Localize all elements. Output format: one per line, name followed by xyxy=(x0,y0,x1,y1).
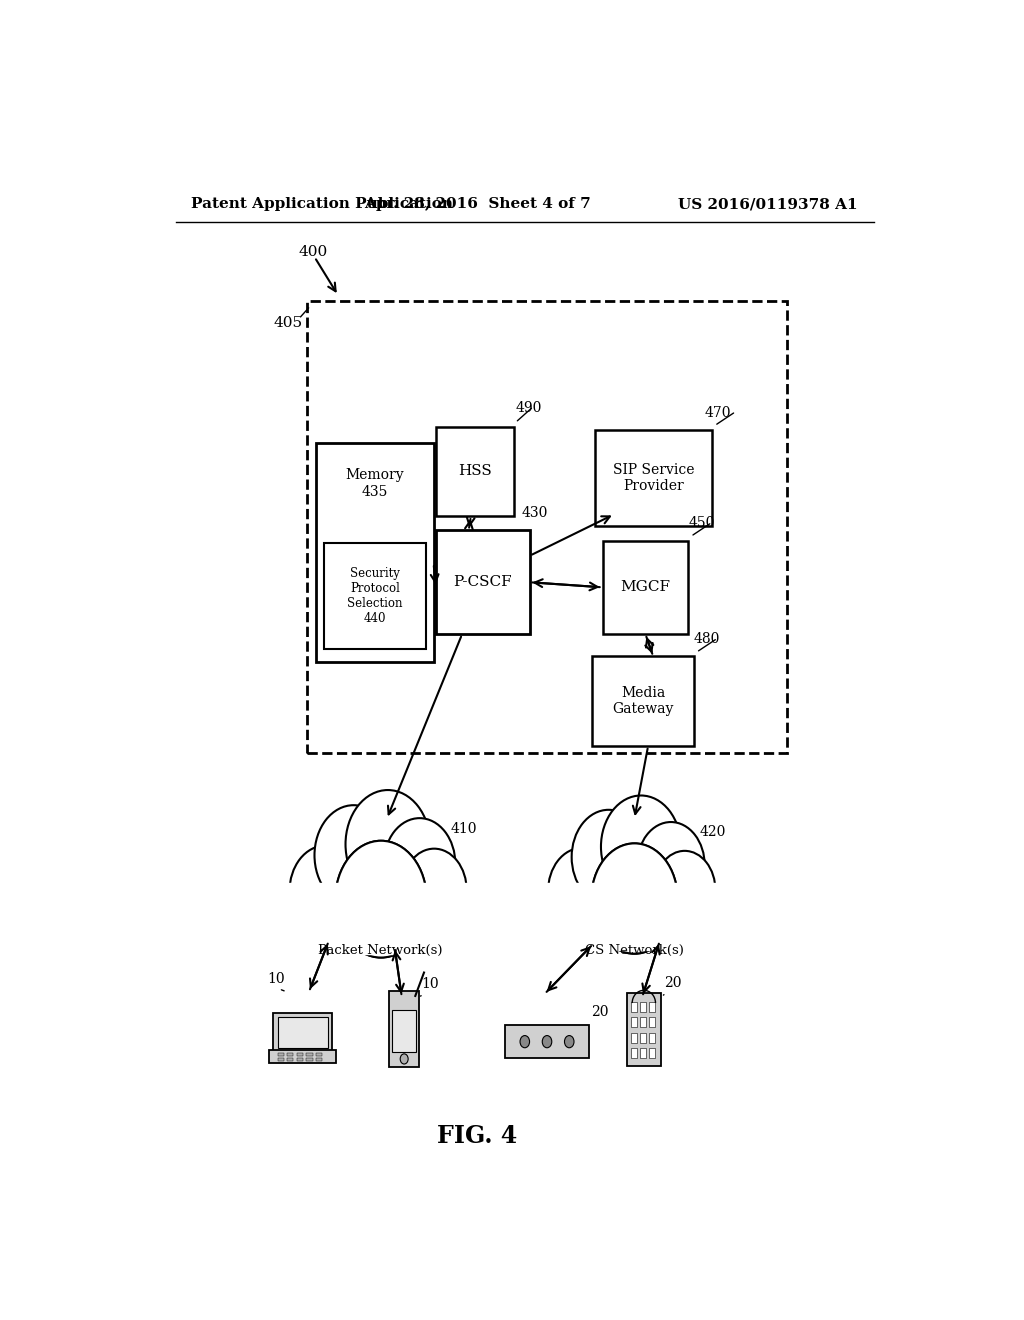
Circle shape xyxy=(345,791,430,899)
Bar xyxy=(316,444,433,661)
Circle shape xyxy=(543,1036,552,1048)
Bar xyxy=(640,1018,646,1027)
Circle shape xyxy=(520,1036,529,1048)
Text: 450: 450 xyxy=(688,516,715,531)
Circle shape xyxy=(654,851,716,929)
Bar xyxy=(324,543,426,649)
Text: 20: 20 xyxy=(664,975,681,990)
Text: 10: 10 xyxy=(422,977,439,991)
Bar xyxy=(278,1057,284,1061)
Bar xyxy=(287,1057,294,1061)
Text: 400: 400 xyxy=(299,244,328,259)
Circle shape xyxy=(592,843,678,953)
Text: Security
Protocol
Selection
440: Security Protocol Selection 440 xyxy=(347,568,402,624)
Text: Apr. 28, 2016  Sheet 4 of 7: Apr. 28, 2016 Sheet 4 of 7 xyxy=(364,197,591,211)
Circle shape xyxy=(400,1053,409,1064)
Bar xyxy=(506,1026,589,1057)
Bar xyxy=(278,1053,284,1056)
Text: US 2016/0119378 A1: US 2016/0119378 A1 xyxy=(679,197,858,211)
Bar xyxy=(631,1002,638,1012)
Bar xyxy=(278,1018,328,1048)
Bar xyxy=(297,1053,303,1056)
Bar xyxy=(306,301,786,752)
Text: Media
Gateway: Media Gateway xyxy=(612,686,674,717)
Bar xyxy=(640,1032,646,1043)
Bar xyxy=(631,1032,638,1043)
Circle shape xyxy=(564,1036,574,1048)
Bar xyxy=(640,1048,646,1057)
Ellipse shape xyxy=(304,828,458,927)
Circle shape xyxy=(336,841,427,957)
Bar xyxy=(315,1053,322,1056)
Bar xyxy=(648,1018,655,1027)
Circle shape xyxy=(314,805,392,906)
Circle shape xyxy=(571,809,645,904)
Bar xyxy=(648,1048,655,1057)
Bar xyxy=(269,1049,336,1063)
Text: 20: 20 xyxy=(591,1006,608,1019)
Bar xyxy=(592,656,694,746)
Bar xyxy=(602,541,688,634)
Bar xyxy=(436,426,514,516)
Text: 490: 490 xyxy=(515,400,542,414)
Bar xyxy=(631,1018,638,1027)
Text: SIP Service
Provider: SIP Service Provider xyxy=(612,463,694,494)
Circle shape xyxy=(637,822,705,908)
Bar xyxy=(631,1048,638,1057)
Text: Memory
435: Memory 435 xyxy=(345,469,404,499)
Bar xyxy=(627,993,660,1067)
Circle shape xyxy=(384,818,456,909)
Bar xyxy=(315,1057,322,1061)
Bar xyxy=(648,1032,655,1043)
Text: Packet Network(s): Packet Network(s) xyxy=(318,944,442,957)
Bar xyxy=(297,1057,303,1061)
Bar xyxy=(389,991,419,1067)
Bar xyxy=(272,1012,333,1053)
Text: MGCF: MGCF xyxy=(621,581,671,594)
Bar xyxy=(287,1053,294,1056)
Circle shape xyxy=(592,843,678,953)
Circle shape xyxy=(336,841,427,957)
Text: CS Network(s): CS Network(s) xyxy=(585,944,684,957)
Bar xyxy=(306,1053,312,1056)
Text: 470: 470 xyxy=(705,405,731,420)
Text: 430: 430 xyxy=(521,507,548,520)
Text: P-CSCF: P-CSCF xyxy=(454,576,512,589)
Circle shape xyxy=(601,796,681,898)
Bar xyxy=(306,1057,312,1061)
Bar xyxy=(436,531,529,634)
Bar xyxy=(648,1002,655,1012)
Text: Patent Application Publication: Patent Application Publication xyxy=(191,197,454,211)
Text: 410: 410 xyxy=(451,822,477,837)
Text: 405: 405 xyxy=(273,315,302,330)
Text: 420: 420 xyxy=(699,825,726,840)
Text: 480: 480 xyxy=(694,632,720,647)
Text: FIG. 4: FIG. 4 xyxy=(437,1125,517,1148)
Ellipse shape xyxy=(561,832,708,924)
Text: HSS: HSS xyxy=(458,465,492,478)
Bar xyxy=(640,1002,646,1012)
Bar xyxy=(595,430,712,527)
Text: 10: 10 xyxy=(267,972,285,986)
Circle shape xyxy=(290,846,361,937)
Circle shape xyxy=(548,847,615,935)
Circle shape xyxy=(401,849,467,932)
Bar xyxy=(392,1010,416,1052)
